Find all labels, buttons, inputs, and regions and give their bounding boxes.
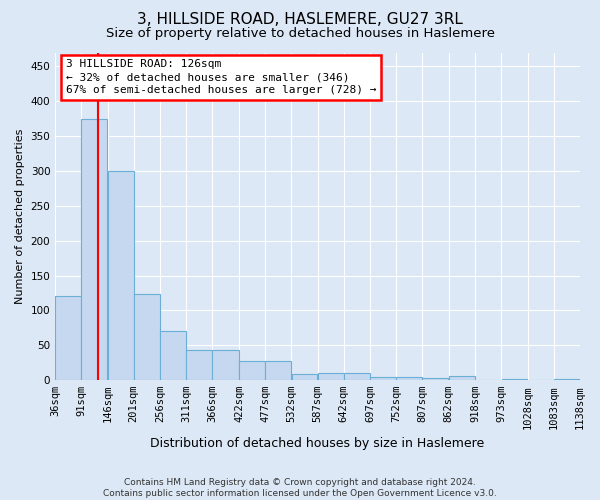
Bar: [554, 378, 580, 380]
Bar: [160, 332, 186, 380]
Bar: [422, 378, 448, 380]
Y-axis label: Number of detached properties: Number of detached properties: [15, 128, 25, 304]
Bar: [344, 373, 370, 380]
Bar: [449, 376, 475, 380]
Bar: [370, 376, 396, 380]
Bar: [292, 374, 317, 380]
Text: 3, HILLSIDE ROAD, HASLEMERE, GU27 3RL: 3, HILLSIDE ROAD, HASLEMERE, GU27 3RL: [137, 12, 463, 28]
X-axis label: Distribution of detached houses by size in Haslemere: Distribution of detached houses by size …: [151, 437, 485, 450]
Bar: [55, 296, 81, 380]
Bar: [186, 350, 212, 380]
Bar: [318, 373, 344, 380]
Text: 3 HILLSIDE ROAD: 126sqm
← 32% of detached houses are smaller (346)
67% of semi-d: 3 HILLSIDE ROAD: 126sqm ← 32% of detache…: [65, 59, 376, 96]
Bar: [134, 294, 160, 380]
Bar: [212, 350, 239, 380]
Bar: [396, 376, 422, 380]
Bar: [265, 360, 291, 380]
Text: Size of property relative to detached houses in Haslemere: Size of property relative to detached ho…: [106, 28, 494, 40]
Bar: [502, 378, 527, 380]
Bar: [82, 118, 107, 380]
Bar: [239, 360, 265, 380]
Bar: [107, 171, 134, 380]
Text: Contains HM Land Registry data © Crown copyright and database right 2024.
Contai: Contains HM Land Registry data © Crown c…: [103, 478, 497, 498]
